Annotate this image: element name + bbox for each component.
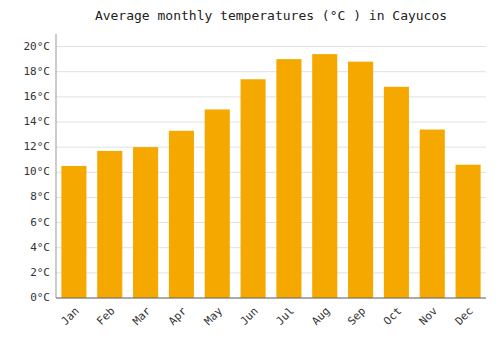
- bar: [241, 79, 266, 298]
- grid-line: [56, 122, 486, 123]
- grid-line: [56, 46, 486, 47]
- y-tick-label: 18°C: [24, 65, 51, 78]
- bar: [384, 87, 409, 298]
- bar: [348, 62, 373, 298]
- y-tick-label: 8°C: [30, 190, 50, 203]
- y-tick-label: 4°C: [30, 241, 50, 254]
- x-tick-label: Oct: [381, 305, 404, 328]
- x-tick-label: Jun: [238, 305, 261, 328]
- bar: [276, 59, 301, 298]
- bar: [169, 131, 194, 298]
- bar: [456, 165, 481, 298]
- y-tick-label: 16°C: [24, 90, 51, 103]
- bar: [420, 130, 445, 298]
- grid-line: [56, 96, 486, 97]
- y-tick-label: 2°C: [30, 266, 50, 279]
- x-tick-label: Jul: [273, 305, 296, 328]
- y-axis: 0°C 2°C 4°C 6°C 8°C 10°C 12°C 14°C 16°C 18°C 20°C: [24, 34, 57, 304]
- y-tick-label: 10°C: [24, 165, 51, 178]
- bar: [205, 109, 230, 298]
- grid-line: [56, 298, 486, 299]
- chart: 0°C 2°C 4°C 6°C 8°C 10°C 12°C 14°C 16°C 18°C 20°C J…: [0, 0, 500, 350]
- y-tick-label: 14°C: [24, 115, 51, 128]
- x-axis: Jan Feb Mar Apr May Jun Jul Aug Sep Oct Nov Dec: [56, 298, 486, 328]
- x-tick-label: May: [202, 304, 226, 328]
- x-tick-label: Sep: [345, 305, 368, 328]
- x-tick-label: Mar: [130, 304, 154, 328]
- title: Average monthly temperatures (°C ) in Ca…: [95, 8, 447, 23]
- grid-line: [56, 71, 486, 72]
- bars: [61, 54, 480, 298]
- y-axis-line: [56, 34, 57, 298]
- x-tick-label: Jan: [58, 305, 81, 328]
- y-tick-label: 12°C: [24, 140, 51, 153]
- chart-container: 0°C 2°C 4°C 6°C 8°C 10°C 12°C 14°C 16°C 18°C 20°C J…: [0, 0, 500, 350]
- x-tick-label: Aug: [309, 305, 332, 328]
- bar: [61, 166, 86, 298]
- y-tick-label: 20°C: [24, 40, 51, 53]
- grid: [56, 47, 486, 298]
- x-tick-label: Feb: [94, 305, 117, 328]
- x-tick-label: Apr: [166, 304, 190, 328]
- bar: [312, 54, 337, 298]
- bar: [133, 147, 158, 298]
- x-tick-label: Nov: [417, 304, 441, 328]
- y-tick-label: 6°C: [30, 216, 50, 229]
- bar: [97, 151, 122, 298]
- y-tick-label: 0°C: [30, 291, 50, 304]
- x-axis-line: [56, 298, 486, 299]
- x-tick-label: Dec: [453, 305, 476, 328]
